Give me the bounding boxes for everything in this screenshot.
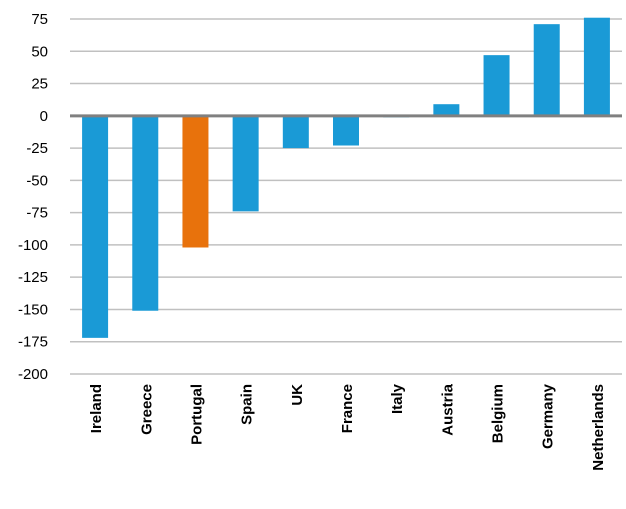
bar-spain [232,115,259,212]
y-tick-label: 50 [31,43,48,60]
x-axis-labels: Ireland Greece Portugal Spain UK France Italy A… [88,383,607,470]
y-tick-label: -50 [26,172,48,189]
bar-austria [433,104,460,116]
y-tick-label: 0 [40,108,48,125]
y-tick-label: -25 [26,140,48,157]
bar-portugal [182,115,209,248]
bar-netherlands [583,17,610,116]
y-tick-label: -75 [26,205,48,222]
x-category-label: Greece [138,384,155,435]
bars [82,17,610,338]
y-tick-label: -200 [18,366,48,383]
bar-germany [533,24,560,116]
y-tick-label: -125 [18,269,48,286]
y-tick-label: -175 [18,334,48,351]
x-category-label: Portugal [188,384,205,445]
bar-ireland [82,115,109,338]
x-category-label: Netherlands [590,384,607,471]
x-category-label: France [339,384,356,433]
x-category-label: Ireland [88,384,105,433]
y-tick-label: -100 [18,237,48,254]
x-category-label: Germany [540,383,557,449]
y-tick-label: -150 [18,301,48,318]
y-axis-ticks: 75 50 25 0 -25 -50 -75 -100 -125 -150 -175 -200 [18,11,48,383]
bar-greece [132,115,159,311]
bar-belgium [483,55,510,116]
y-tick-label: 75 [31,11,48,28]
x-category-label: Spain [239,384,256,425]
y-tick-label: 25 [31,76,48,93]
x-category-label: Austria [439,383,456,435]
bar-uk [282,115,309,149]
x-category-label: Italy [389,383,406,414]
bar-france [333,115,359,146]
x-category-label: Belgium [490,384,507,443]
gridlines [70,18,622,375]
x-category-label: UK [289,384,306,406]
